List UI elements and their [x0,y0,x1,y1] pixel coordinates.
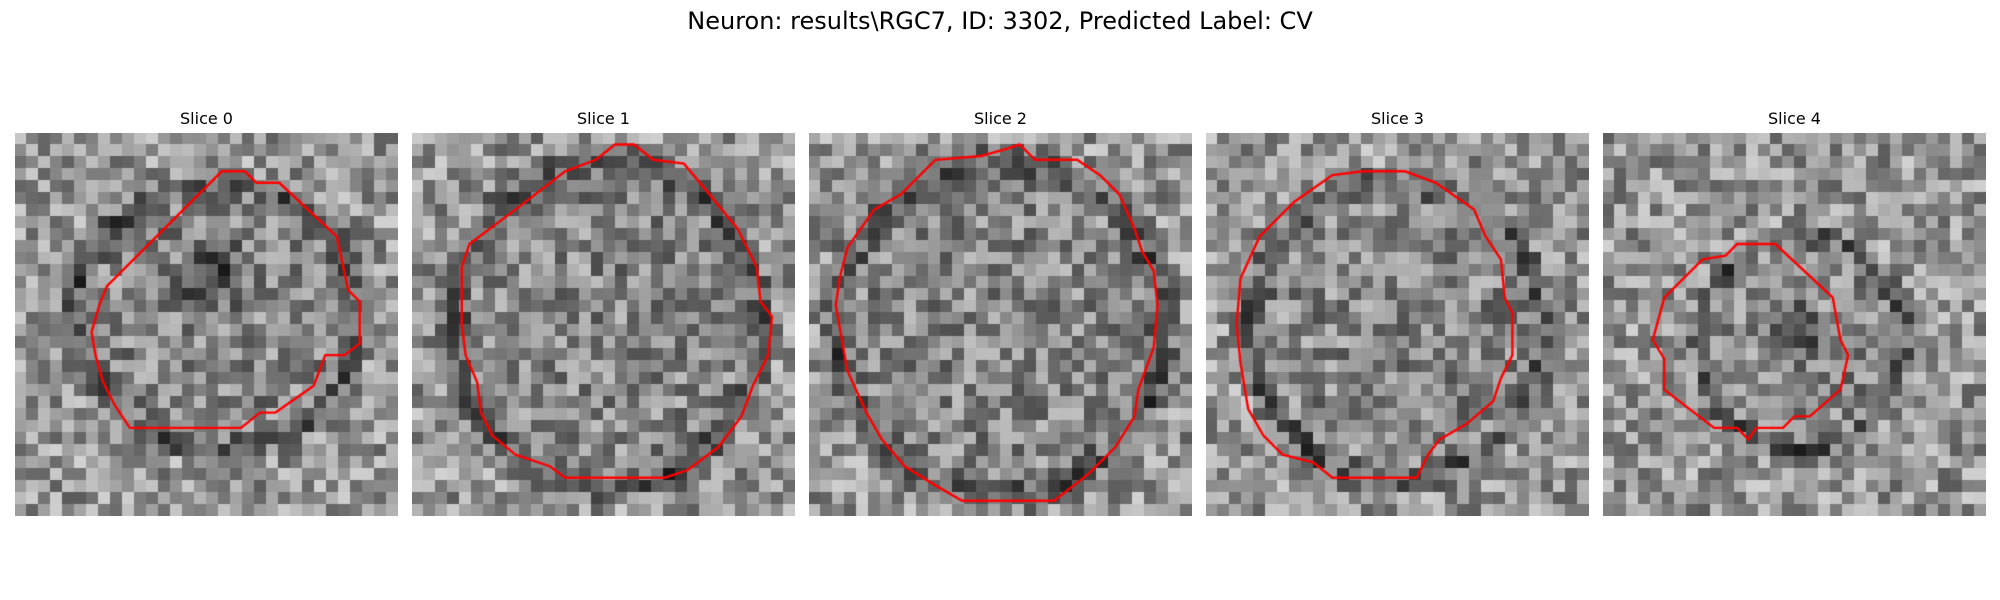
slice-image-4 [1603,133,1986,516]
slice-image-1 [412,133,795,516]
slice-panel-0: Slice 0 [15,108,398,516]
figure-title: Neuron: results\RGC7, ID: 3302, Predicte… [687,7,1313,35]
slice-title-1: Slice 1 [577,109,630,128]
slice-image-3 [1206,133,1589,516]
slice-image-0 [15,133,398,516]
slice-title-2: Slice 2 [974,109,1027,128]
slice-panel-4: Slice 4 [1603,108,1986,516]
slice-title-3: Slice 3 [1371,109,1424,128]
slice-panel-3: Slice 3 [1206,108,1589,516]
slice-panel-1: Slice 1 [412,108,795,516]
slice-image-2 [809,133,1192,516]
slice-title-0: Slice 0 [180,109,233,128]
slice-title-4: Slice 4 [1768,109,1821,128]
slice-panel-2: Slice 2 [809,108,1192,516]
